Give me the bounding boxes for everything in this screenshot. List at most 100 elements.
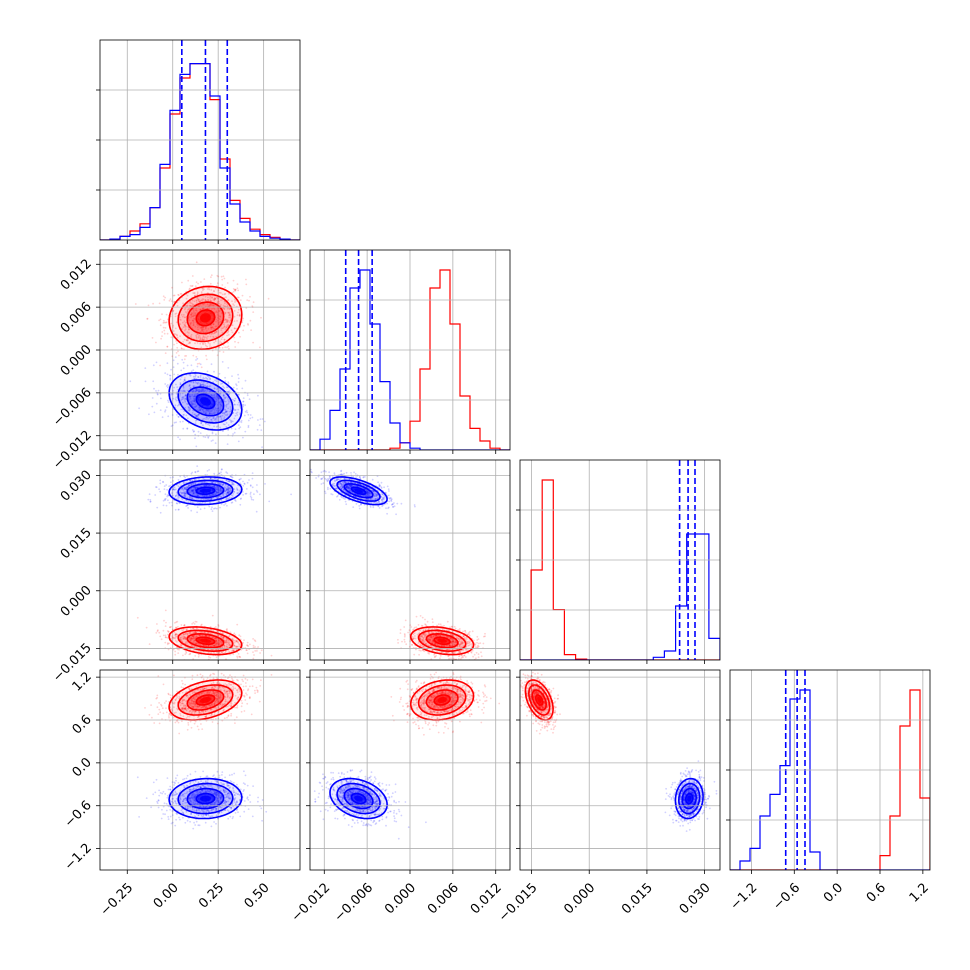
scatter-point [404,634,406,636]
scatter-point [219,489,222,492]
scatter-point [229,410,231,413]
histogram-series-1 [310,269,510,450]
scatter-point [199,309,202,311]
scatter-point [450,640,453,643]
scatter-point [234,500,237,502]
scatter-point [199,409,202,412]
scatter-point [230,329,233,332]
scatter-point [196,493,199,496]
scatter-point [437,634,440,637]
scatter-point [181,396,184,399]
scatter-point [164,383,167,385]
scatter-point [186,642,189,644]
scatter-point [421,616,424,619]
scatter-point [225,410,228,413]
scatter-point [185,488,188,491]
scatter-point [189,322,192,325]
scatter-point [223,412,226,415]
scatter-point [194,491,196,494]
scatter-point [208,409,210,411]
scatter-point [226,307,229,310]
scatter-point [228,308,230,310]
scatter-point [226,487,228,490]
scatter-point [209,477,212,480]
scatter-point [197,335,200,338]
scatter-point [421,625,424,627]
scatter-point [202,389,205,391]
scatter-point [186,504,189,507]
scatter-point [173,488,175,491]
scatter-point [453,625,456,628]
scatter-point [256,491,259,493]
scatter-point [158,319,161,322]
scatter-point [223,397,226,399]
scatter-point [215,399,218,402]
scatter-point [422,639,424,641]
scatter-point [453,651,456,654]
scatter-point [233,431,236,434]
scatter-point [446,636,449,638]
scatter-point [195,335,198,338]
scatter-point [242,400,245,403]
scatter-point [230,494,233,497]
scatter-point [209,494,212,497]
scatter-point [222,394,225,396]
scatter-point [221,637,224,639]
scatter-point [182,482,185,485]
scatter-point [447,636,450,638]
scatter-point [477,656,480,659]
scatter-point [148,643,151,645]
scatter-point [429,638,432,641]
contour-level-0 [409,626,475,656]
scatter-point [227,486,229,489]
scatter-point [225,641,228,644]
scatter-point [182,397,185,399]
contour-level-2 [186,482,225,499]
scatter-point [347,487,350,489]
scatter-point [188,315,190,318]
scatter-point [430,636,432,638]
scatter-point [210,418,213,421]
scatter-point [458,651,460,653]
scatter-point [214,481,217,484]
scatter-point [181,396,184,399]
scatter-point [215,656,218,659]
scatter-point [446,620,449,623]
contour-level-3 [195,486,216,495]
scatter-point [200,326,203,328]
scatter-point [204,498,207,501]
scatter-point [174,356,177,358]
scatter-point [200,366,203,369]
scatter-point [213,308,216,310]
scatter-point [243,324,245,327]
scatter-point [171,494,174,497]
scatter-point [215,409,218,412]
scatter-point [162,499,165,502]
scatter-point [172,310,175,313]
scatter-point [232,639,235,642]
scatter-point [198,298,200,301]
scatter-point [348,486,350,489]
scatter-point [184,636,187,639]
scatter-point [225,489,228,492]
scatter-point [192,385,195,387]
scatter-point [217,390,220,393]
scatter-point [209,343,211,345]
scatter-point [223,418,225,420]
scatter-point [422,645,424,648]
scatter-point [192,636,195,639]
scatter-point [460,642,463,644]
scatter-point [234,288,237,291]
scatter-point [196,465,199,467]
scatter-point [186,632,189,635]
scatter-point [216,394,218,397]
scatter-point [218,639,220,642]
scatter-point [167,415,170,418]
scatter-point [200,391,202,393]
scatter-point [163,485,166,487]
scatter-point [472,655,474,658]
scatter-point [204,408,206,411]
scatter-point [422,638,424,641]
scatter-point [450,637,452,640]
